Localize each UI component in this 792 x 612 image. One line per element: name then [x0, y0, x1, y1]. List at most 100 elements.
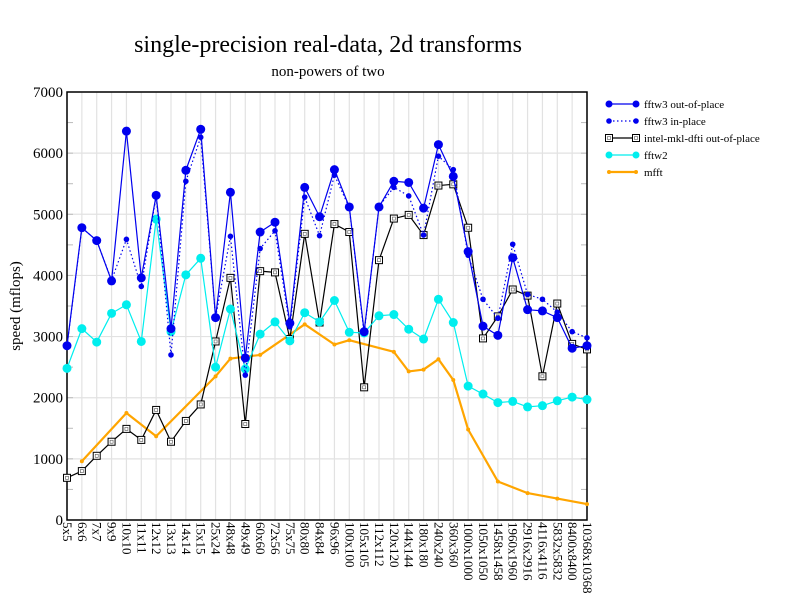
data-point: [633, 118, 639, 124]
data-point-inner: [406, 213, 411, 217]
data-point: [567, 392, 577, 402]
data-point: [359, 327, 369, 337]
data-point-inner: [607, 136, 611, 140]
data-point: [420, 232, 427, 238]
data-point: [270, 217, 280, 227]
data-point: [181, 165, 191, 175]
data-point: [121, 126, 131, 136]
data-point: [360, 383, 369, 392]
data-point-inner: [139, 438, 144, 442]
data-point: [404, 210, 413, 219]
axes: [66, 91, 588, 521]
data-point-inner: [273, 270, 277, 275]
data-point: [271, 268, 279, 277]
data-point: [197, 134, 204, 141]
series-line: [66, 128, 588, 359]
data-point: [258, 352, 263, 357]
data-point: [152, 405, 161, 414]
y-tick-label: 5000: [33, 207, 63, 223]
data-point: [567, 343, 577, 353]
data-point: [405, 193, 412, 199]
data-point-inner: [169, 439, 173, 444]
series-line: [66, 218, 588, 408]
legend-label: fftw3 out-of-place: [644, 99, 724, 111]
data-point: [605, 151, 613, 159]
data-point: [448, 318, 458, 328]
data-point: [240, 364, 250, 374]
data-point: [241, 420, 250, 429]
data-point: [479, 334, 487, 343]
data-point: [632, 151, 640, 159]
legend-label: fftw3 in-place: [644, 116, 706, 128]
x-tick-label: 1000x1000: [461, 522, 476, 581]
data-point: [92, 236, 102, 246]
data-point: [537, 401, 547, 411]
x-tick-label: 13x13: [164, 522, 179, 555]
data-point: [537, 306, 547, 316]
data-point-inner: [466, 225, 470, 230]
data-point: [213, 374, 218, 379]
data-point: [404, 324, 414, 334]
data-point: [433, 140, 443, 150]
data-point: [136, 336, 146, 346]
data-point: [211, 313, 221, 323]
data-point: [344, 327, 354, 337]
data-point: [196, 253, 206, 263]
data-point: [240, 353, 250, 363]
x-tick-label: 8400x8400: [565, 522, 580, 581]
legend-item: mfft: [607, 167, 663, 179]
chart-title: single-precision real-data, 2d transform…: [134, 32, 522, 58]
x-tick-label: 144x144: [402, 522, 417, 568]
y-tick-label: 7000: [33, 85, 63, 101]
x-tick-label: 60x60: [253, 522, 268, 555]
data-point: [168, 352, 174, 358]
data-point: [181, 270, 191, 280]
x-tick-label: 14x14: [179, 522, 194, 555]
data-point: [228, 356, 233, 361]
data-point: [607, 170, 611, 174]
x-tick-label: 1050x1050: [476, 522, 491, 581]
data-point-inner: [392, 216, 396, 221]
data-point: [330, 220, 339, 229]
data-point: [523, 402, 533, 412]
data-point: [196, 400, 205, 409]
data-point: [391, 184, 397, 191]
data-point: [166, 324, 176, 334]
data-point: [107, 437, 116, 446]
legend-item: intel-mkl-dfti out-of-place: [605, 133, 760, 145]
data-point: [211, 362, 221, 372]
data-point: [256, 267, 265, 276]
data-point: [538, 372, 547, 381]
data-point: [569, 328, 575, 335]
data-point: [136, 273, 146, 283]
data-point: [124, 411, 129, 415]
data-point: [450, 166, 457, 173]
data-point: [79, 459, 84, 464]
x-tick-label: 10x10: [119, 522, 134, 555]
data-point: [255, 227, 265, 237]
data-point: [300, 229, 309, 238]
data-point: [389, 310, 399, 320]
data-point: [300, 308, 310, 318]
data-point: [404, 177, 414, 187]
data-point-inner: [362, 385, 366, 390]
data-point: [225, 304, 235, 314]
data-point: [582, 341, 592, 351]
data-point: [285, 318, 295, 328]
data-point: [77, 223, 87, 233]
x-tick-label: 10368x10368: [580, 522, 595, 594]
x-tick-label: 120x120: [387, 522, 402, 568]
data-point-inner: [198, 402, 203, 407]
data-point: [463, 381, 473, 391]
data-point: [227, 233, 234, 240]
data-point: [552, 396, 562, 406]
data-point: [508, 396, 518, 406]
chart-subtitle: non-powers of two: [271, 64, 384, 80]
data-point-inner: [302, 232, 307, 236]
x-tick-label: 80x80: [298, 522, 313, 555]
data-point: [62, 363, 72, 373]
data-point-inner: [555, 301, 560, 306]
x-tick-label: 25x24: [209, 522, 224, 555]
data-point: [406, 369, 411, 374]
